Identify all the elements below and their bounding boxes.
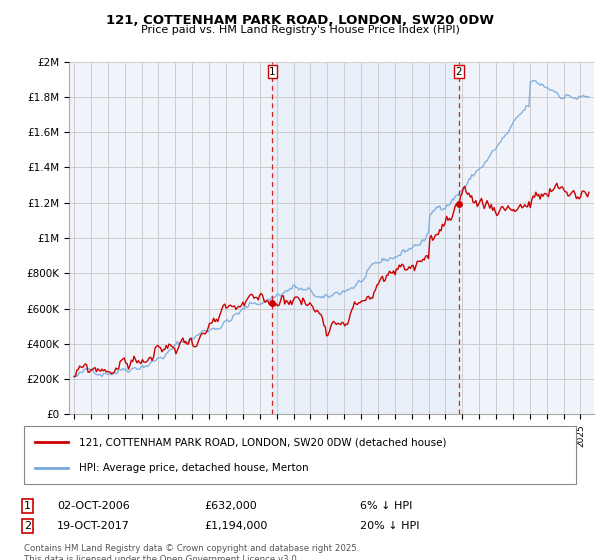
Text: 121, COTTENHAM PARK ROAD, LONDON, SW20 0DW (detached house): 121, COTTENHAM PARK ROAD, LONDON, SW20 0…: [79, 437, 446, 447]
Text: 19-OCT-2017: 19-OCT-2017: [57, 521, 130, 531]
Text: £632,000: £632,000: [204, 501, 257, 511]
Text: 2: 2: [455, 67, 462, 77]
Text: 20% ↓ HPI: 20% ↓ HPI: [360, 521, 419, 531]
Text: £1,194,000: £1,194,000: [204, 521, 268, 531]
Text: 2: 2: [24, 521, 31, 531]
Text: 6% ↓ HPI: 6% ↓ HPI: [360, 501, 412, 511]
Text: 121, COTTENHAM PARK ROAD, LONDON, SW20 0DW: 121, COTTENHAM PARK ROAD, LONDON, SW20 0…: [106, 14, 494, 27]
Text: 1: 1: [24, 501, 31, 511]
FancyBboxPatch shape: [24, 426, 576, 484]
Text: Price paid vs. HM Land Registry's House Price Index (HPI): Price paid vs. HM Land Registry's House …: [140, 25, 460, 35]
Text: 02-OCT-2006: 02-OCT-2006: [57, 501, 130, 511]
Text: HPI: Average price, detached house, Merton: HPI: Average price, detached house, Mert…: [79, 463, 309, 473]
Bar: [272, 62, 459, 414]
Text: Contains HM Land Registry data © Crown copyright and database right 2025.
This d: Contains HM Land Registry data © Crown c…: [24, 544, 359, 560]
Text: 1: 1: [269, 67, 276, 77]
